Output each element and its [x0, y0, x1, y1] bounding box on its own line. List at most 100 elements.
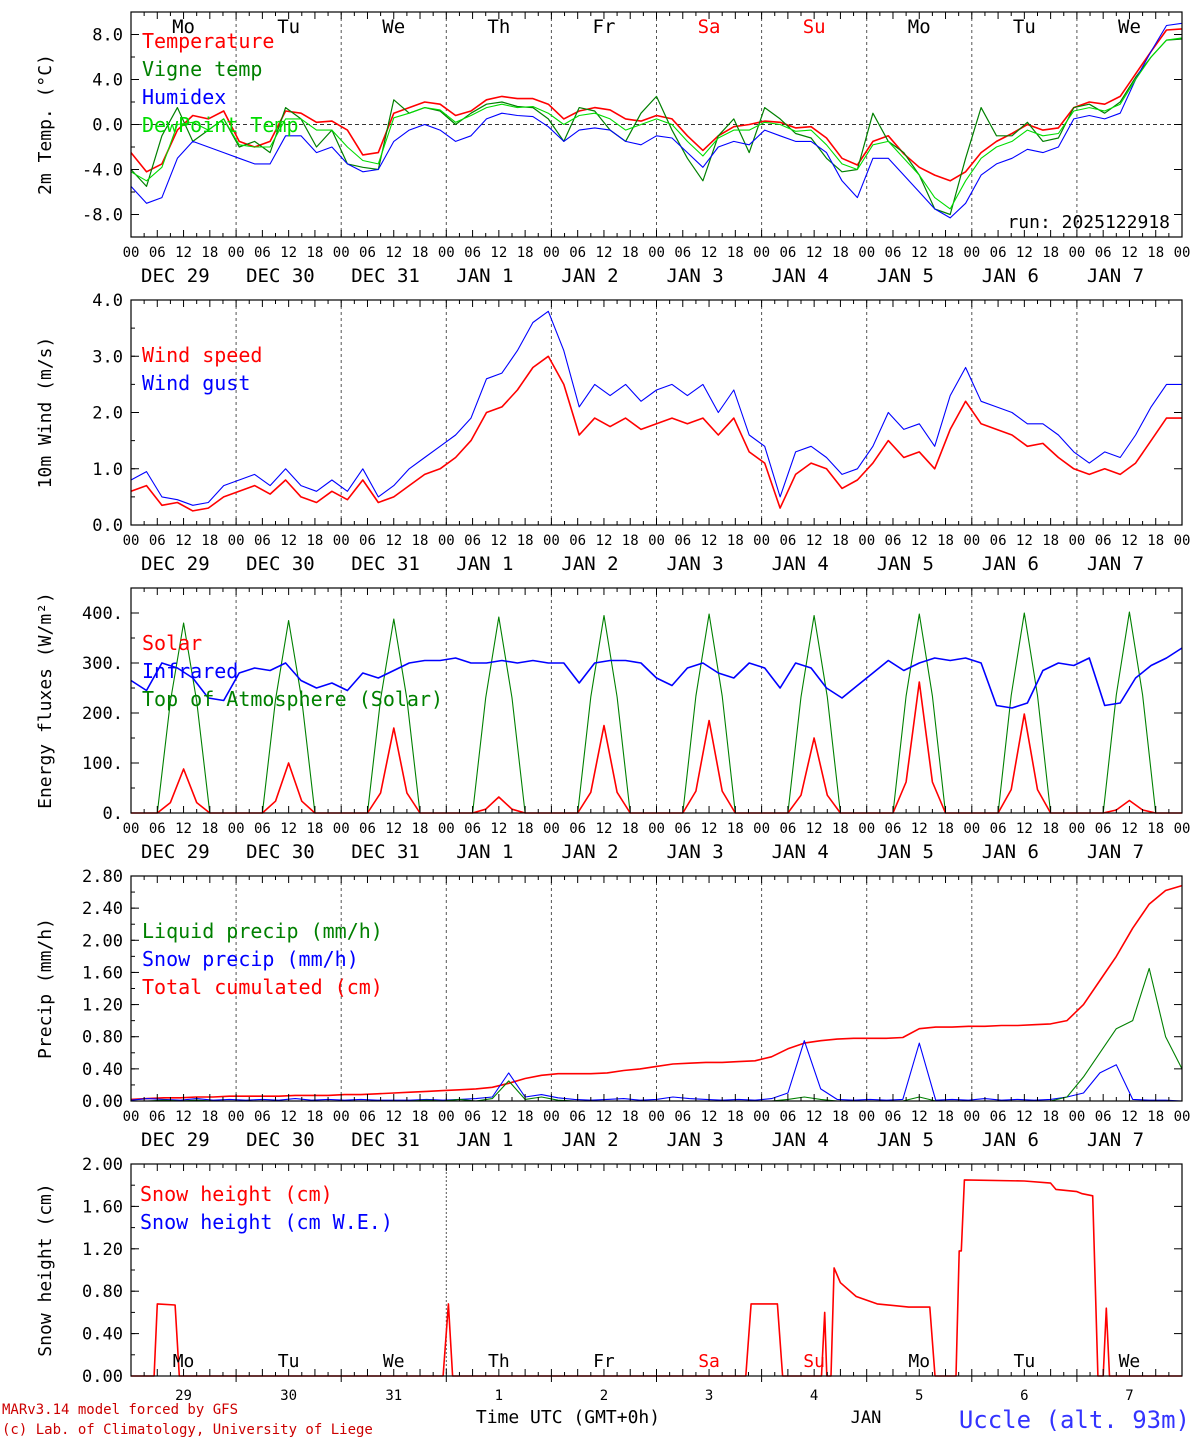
y-tick-label: 2.0: [92, 404, 123, 424]
credit-line-1: MARv3.14 model forced by GFS: [2, 1402, 238, 1418]
hour-label: 00: [1068, 1109, 1085, 1125]
y-tick-label: 1.60: [82, 1197, 123, 1217]
hour-label: 06: [359, 821, 376, 837]
date-label: JAN 5: [877, 841, 934, 863]
y-tick-label: 200.: [82, 704, 123, 724]
legend-item: Top of Atmosphere (Solar): [142, 687, 443, 711]
date-label: DEC 31: [351, 265, 420, 287]
hour-label: 00: [123, 533, 140, 549]
date-label: JAN 4: [772, 841, 829, 863]
date-label: DEC 29: [141, 553, 210, 575]
weekday-label: Tu: [277, 16, 300, 38]
y-tick-label: 8.0: [92, 26, 123, 46]
y-tick-label: 3.0: [92, 347, 123, 367]
series-wind-gust: [130, 310, 1182, 506]
hour-label: 12: [175, 245, 192, 261]
hour-label: 00: [543, 245, 560, 261]
hour-label: 00: [333, 821, 350, 837]
y-axis-label: 10m Wind (m/s): [35, 337, 56, 489]
hour-label: 06: [990, 821, 1007, 837]
hour-label: 06: [149, 245, 166, 261]
date-label: JAN 3: [667, 1129, 724, 1151]
hour-label: 06: [149, 1109, 166, 1125]
hour-label: 00: [333, 533, 350, 549]
hour-label: 12: [280, 821, 297, 837]
hour-label: 00: [753, 821, 770, 837]
y-tick-label: 0.0: [92, 516, 123, 536]
date-label: JAN 6: [982, 553, 1039, 575]
month-label: JAN: [851, 1408, 882, 1428]
hour-label: 06: [674, 1109, 691, 1125]
hour-label: 18: [727, 533, 744, 549]
hour-label: 18: [201, 821, 218, 837]
legend-item: Solar: [142, 631, 202, 655]
hour-label: 06: [464, 821, 481, 837]
y-tick-label: 0.00: [82, 1092, 123, 1112]
hour-label: 00: [1174, 533, 1191, 549]
hour-label: 12: [911, 821, 928, 837]
hour-label: 12: [806, 821, 823, 837]
hour-label: 18: [1147, 1109, 1164, 1125]
hour-label: 12: [1121, 533, 1138, 549]
hour-label: 18: [1042, 1109, 1059, 1125]
panel-snow: 0.00 0.40 0.80 1.20 1.60 2.00 Snow height (cm)…: [35, 1155, 1183, 1404]
hour-label: 00: [123, 821, 140, 837]
hour-label: 06: [464, 245, 481, 261]
weekday-label: Tu: [1014, 1351, 1036, 1372]
legend-item: Wind speed: [142, 343, 262, 367]
date-label: JAN 2: [561, 1129, 618, 1151]
date-label: JAN 1: [456, 1129, 513, 1151]
hour-label: 00: [753, 1109, 770, 1125]
hour-label: 00: [1174, 1109, 1191, 1125]
panel-precip: 0.00 0.40 0.80 1.20 1.60 2.00 2.40 2.80 Precip (…: [35, 867, 1190, 1151]
hour-label: 06: [885, 821, 902, 837]
date-label: DEC 31: [351, 841, 420, 863]
hour-label: 00: [123, 245, 140, 261]
hour-label: 06: [1095, 821, 1112, 837]
y-tick-label: 2.80: [82, 867, 123, 887]
series-infrared: [130, 647, 1183, 709]
weekday-label: Mo: [173, 1351, 195, 1372]
hour-label: 00: [438, 245, 455, 261]
date-label: JAN 5: [877, 1129, 934, 1151]
y-tick-label: 2.00: [82, 1155, 123, 1175]
hour-label: 00: [858, 533, 875, 549]
y-tick-label: 1.20: [82, 996, 123, 1016]
hour-label: 06: [1095, 1109, 1112, 1125]
y-tick-label: 0.80: [82, 1282, 123, 1302]
hour-label: 12: [490, 533, 507, 549]
hour-label: 18: [412, 821, 429, 837]
hour-label: 06: [359, 245, 376, 261]
hour-label: 18: [412, 245, 429, 261]
hour-label: 12: [911, 1109, 928, 1125]
day-number: 3: [705, 1388, 713, 1404]
hour-label: 12: [806, 1109, 823, 1125]
legend-item: DewPoint Temp: [142, 113, 299, 137]
hour-label: 18: [412, 533, 429, 549]
y-tick-label: 300.: [82, 654, 123, 674]
hour-label: 18: [1042, 533, 1059, 549]
weekday-label: Sa: [698, 16, 721, 38]
hour-label: 00: [753, 245, 770, 261]
series-dewpoint-temp: [130, 37, 1183, 210]
date-label: DEC 30: [246, 1129, 315, 1151]
hour-label: 00: [648, 821, 665, 837]
hour-label: 12: [701, 245, 718, 261]
hour-label: 18: [832, 533, 849, 549]
hour-label: 06: [990, 245, 1007, 261]
date-label: JAN 5: [877, 265, 934, 287]
hour-label: 12: [280, 245, 297, 261]
hour-label: 18: [622, 533, 639, 549]
hour-label: 18: [622, 1109, 639, 1125]
hour-label: 06: [885, 533, 902, 549]
hour-label: 18: [306, 821, 323, 837]
y-axis-label: Energy fluxes (W/m²): [35, 592, 56, 809]
hour-label: 00: [333, 245, 350, 261]
y-tick-label: 1.20: [82, 1240, 123, 1260]
hour-label: 06: [674, 533, 691, 549]
hour-label: 18: [201, 533, 218, 549]
legend-item: Liquid precip (mm/h): [142, 919, 383, 943]
panel-wind: 0.0 1.0 2.0 3.0 4.0 10m Wind (m/s) Wind speed W…: [35, 291, 1190, 575]
date-label: JAN 5: [877, 553, 934, 575]
